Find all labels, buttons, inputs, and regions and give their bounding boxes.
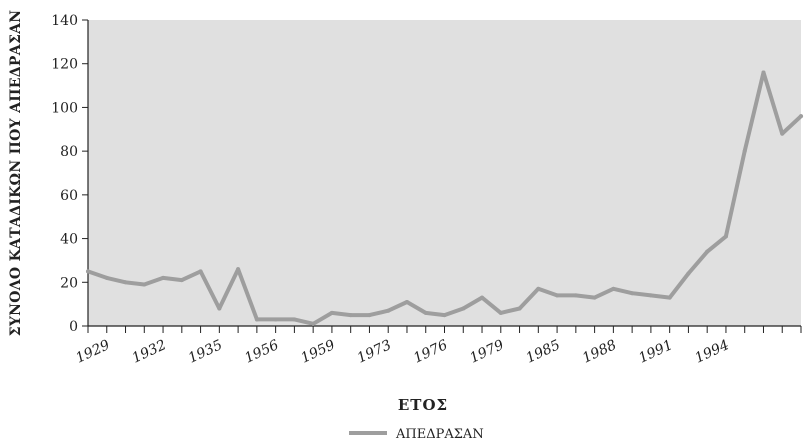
x-tick-label: 1994 — [693, 337, 732, 367]
legend: ΑΠΕΔΡΑΣΑΝ — [349, 427, 484, 442]
data-point — [254, 317, 259, 322]
plot-area-background — [88, 20, 801, 326]
x-tick-label: 1959 — [299, 337, 338, 367]
data-point — [536, 286, 541, 291]
x-tick-label: 1973 — [355, 337, 394, 367]
data-point — [123, 280, 128, 285]
x-tick-label: 1929 — [73, 337, 112, 367]
data-point — [742, 149, 747, 154]
y-axis-ticks: 0 20 40 60 80 100 120 140 — [51, 13, 88, 335]
x-tick-label: 1991 — [636, 337, 675, 367]
x-tick-label: 1985 — [524, 337, 563, 367]
legend-label: ΑΠΕΔΡΑΣΑΝ — [395, 427, 484, 442]
data-point — [723, 234, 728, 239]
data-point — [104, 275, 109, 280]
data-point — [480, 295, 485, 300]
data-point — [648, 293, 653, 298]
data-point — [667, 295, 672, 300]
y-tick-label: 20 — [60, 275, 78, 291]
x-axis-label: ΕΤΟΣ — [398, 396, 448, 414]
data-point — [386, 308, 391, 313]
data-point — [86, 269, 90, 274]
data-point — [686, 271, 691, 276]
data-point — [799, 114, 803, 119]
data-point — [573, 293, 578, 298]
data-point — [292, 317, 297, 322]
data-point — [442, 313, 447, 318]
x-tick-label: 1932 — [130, 337, 169, 367]
data-point — [423, 310, 428, 315]
data-point — [630, 291, 635, 296]
data-point — [329, 310, 334, 315]
data-point — [142, 282, 147, 287]
data-point — [404, 299, 409, 304]
data-point — [311, 321, 316, 326]
data-point — [461, 306, 466, 311]
data-point — [780, 131, 785, 136]
y-tick-label: 40 — [60, 232, 78, 248]
data-point — [273, 317, 278, 322]
data-point — [236, 267, 241, 272]
x-tick-label: 1976 — [411, 337, 450, 367]
y-axis-label: ΣΥΝΟΛΟ ΚΑΤΑΔΙΚΩΝ ΠΟΥ ΑΠΕΔΡΑΣΑΝ — [8, 10, 24, 337]
data-point — [761, 70, 766, 75]
x-tick-label: 1988 — [580, 337, 619, 367]
y-tick-label: 140 — [51, 13, 78, 29]
x-tick-label: 1956 — [242, 337, 281, 367]
y-tick-label: 0 — [69, 319, 78, 335]
data-point — [161, 275, 166, 280]
data-point — [367, 313, 372, 318]
data-point — [517, 306, 522, 311]
series-points — [86, 70, 803, 326]
data-point — [348, 313, 353, 318]
y-tick-label: 100 — [51, 100, 78, 116]
data-point — [198, 269, 203, 274]
data-point — [179, 278, 184, 283]
y-tick-label: 80 — [60, 144, 78, 160]
x-tick-label: 1979 — [467, 337, 506, 367]
data-point — [498, 310, 503, 315]
x-axis-ticks: 1929 1932 1935 1956 1959 1973 1976 1979 1985 1988… — [73, 326, 802, 367]
y-tick-label: 120 — [51, 57, 78, 73]
data-point — [555, 293, 560, 298]
data-point — [217, 306, 222, 311]
data-point — [705, 249, 710, 254]
y-tick-label: 60 — [60, 188, 78, 204]
x-tick-label: 1935 — [186, 337, 225, 367]
data-point — [611, 286, 616, 291]
data-point — [592, 295, 597, 300]
